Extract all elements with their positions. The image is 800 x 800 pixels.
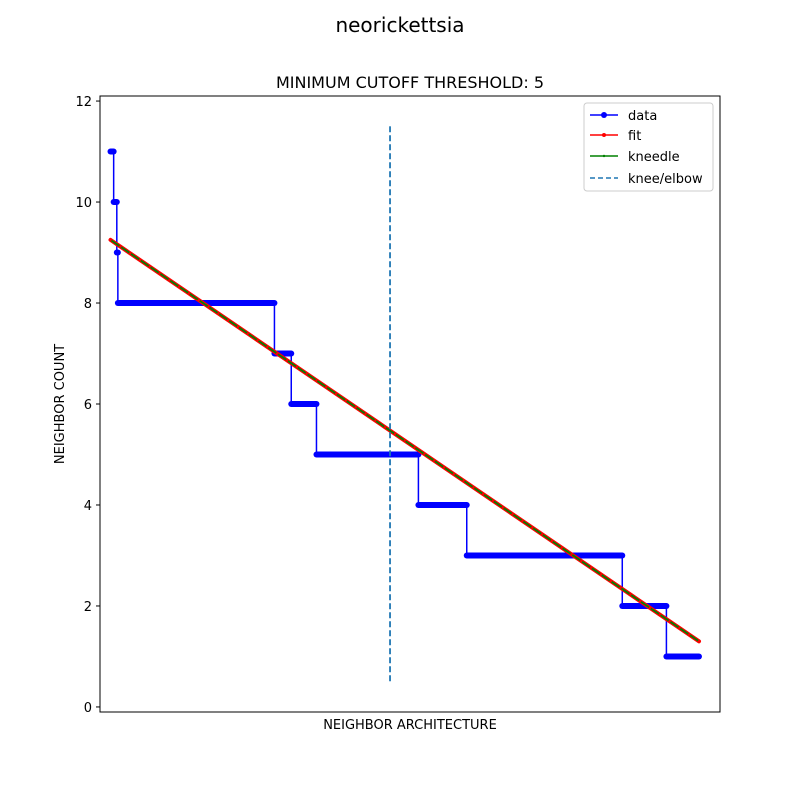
chart-title: MINIMUM CUTOFF THRESHOLD: 5 (276, 73, 544, 92)
fit-point (109, 238, 112, 242)
legend-kneedle-label: kneedle (628, 150, 680, 165)
y-tick-label: 0 (84, 701, 92, 716)
legend-fit-label: fit (628, 129, 641, 144)
fit-point (217, 312, 220, 315)
legend-fit-marker (602, 133, 606, 137)
y-tick-label: 2 (84, 600, 92, 615)
fit-point (560, 546, 563, 549)
legend-data-label: data (628, 109, 657, 124)
fit-point (227, 318, 230, 322)
y-tick-label: 4 (84, 499, 92, 514)
fit-point (648, 606, 652, 610)
fit-point (521, 519, 524, 523)
fit-point (462, 479, 465, 482)
x-axis-label: NEIGHBOR ARCHITECTURE (323, 718, 497, 733)
fit-point (482, 492, 485, 496)
fit-point (276, 352, 279, 355)
y-tick-label: 10 (75, 196, 92, 211)
fit-point (501, 506, 505, 509)
fit-point (413, 446, 416, 449)
fit-point (325, 385, 328, 389)
legend-knee-label: knee/elbow (628, 172, 703, 187)
fit-point (580, 559, 583, 563)
legend-kneedle-marker (602, 154, 606, 158)
plot-frame (99, 95, 721, 713)
fit-point (570, 553, 573, 556)
fit-point (305, 372, 308, 375)
fit-point (697, 640, 701, 643)
y-tick-label: 12 (75, 95, 92, 110)
fit-point (187, 292, 191, 295)
fit-point (599, 573, 603, 576)
fit-point (452, 472, 455, 476)
y-tick-label: 6 (84, 398, 92, 413)
fit-point (589, 566, 593, 569)
fit-point (256, 339, 259, 342)
fit-point (619, 586, 622, 589)
fit-point (138, 258, 142, 262)
legend-data-marker (601, 112, 607, 118)
fit-point (423, 452, 426, 456)
fit-point (207, 305, 210, 309)
fit-point (168, 278, 171, 282)
fit-point (687, 633, 691, 636)
fit-point (246, 332, 250, 335)
fit-point (383, 426, 387, 429)
fit-point (668, 620, 671, 623)
y-tick-label: 8 (84, 297, 92, 312)
fit-point (531, 526, 534, 529)
fit-point (128, 252, 132, 255)
plot-area (100, 96, 720, 712)
fit-point (177, 285, 181, 288)
fit-point (678, 626, 681, 630)
fit-point (119, 245, 122, 248)
fit-point (393, 432, 397, 436)
fit-point (148, 265, 151, 268)
fit-point (266, 345, 269, 349)
fit-point (638, 599, 642, 603)
fit-point (236, 325, 240, 329)
fit-point (658, 613, 661, 616)
fit-point (629, 593, 632, 596)
fit-point (354, 405, 357, 409)
fit-point (158, 272, 161, 275)
y-axis-label: NEIGHBOR COUNT (53, 344, 68, 464)
fit-point (609, 579, 612, 583)
fit-point (334, 392, 338, 395)
fit-point (295, 365, 299, 369)
fit-point (511, 512, 514, 516)
series-layer (107, 126, 702, 682)
y-axis-ticks: 0 2 4 6 8 10 12 (75, 95, 100, 716)
fit-point (403, 439, 406, 442)
legend-box (583, 102, 714, 192)
fit-point (374, 419, 377, 422)
fit-point (364, 412, 367, 416)
fit-point (315, 379, 318, 382)
fit-point (285, 359, 289, 362)
fit-point (432, 459, 436, 462)
fit-point (491, 499, 495, 503)
legend: data fit kneedle knee/elbow (583, 102, 714, 192)
chart-suptitle: neorickettsia (335, 13, 464, 37)
fit-point (540, 533, 544, 536)
fit-point (472, 486, 475, 489)
fit-point (550, 539, 554, 543)
fit-point (197, 298, 200, 302)
fit-point (442, 466, 446, 469)
fit-point (344, 399, 348, 402)
